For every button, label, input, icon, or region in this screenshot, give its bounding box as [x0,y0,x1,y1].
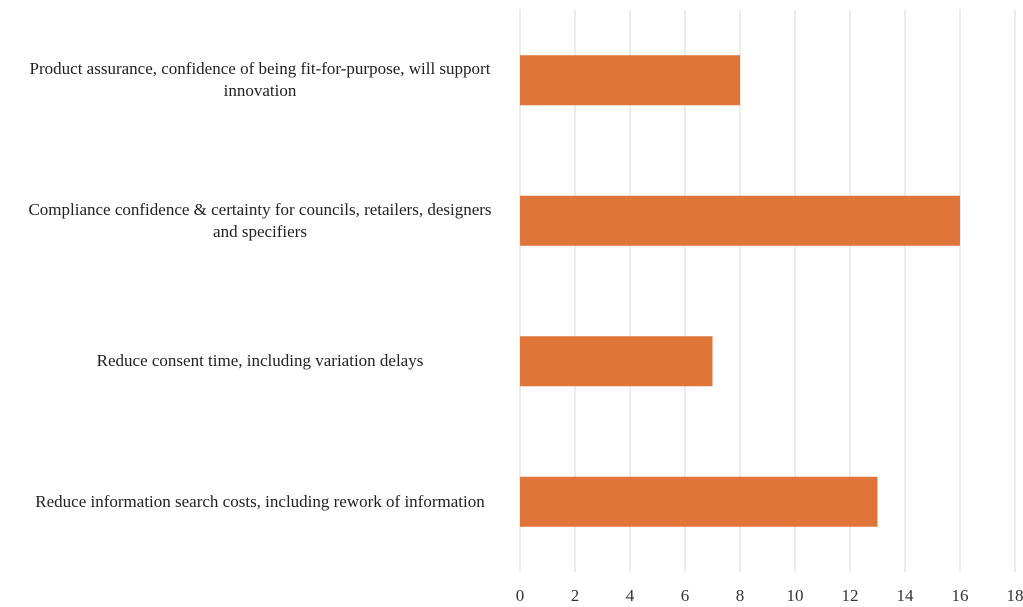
category-label: Reduce consent time, including variation… [96,351,424,371]
category-label: Compliance confidence & certainty for co… [28,199,492,241]
bar [520,55,740,106]
category-label: Product assurance, confidence of being f… [29,59,491,101]
x-tick-label: 10 [787,586,804,605]
bar [520,195,960,246]
x-tick-label: 0 [516,586,525,605]
x-tick-label: 18 [1007,586,1023,605]
x-tick-label: 14 [897,586,915,605]
x-tick-label: 6 [681,586,690,605]
bar [520,336,713,387]
bar [520,476,878,527]
x-tick-label: 8 [736,586,745,605]
category-label: Reduce information search costs, includi… [35,491,485,511]
x-tick-label: 12 [842,586,859,605]
x-tick-label: 4 [626,586,635,605]
x-tick-label: 16 [952,586,969,605]
x-tick-label: 2 [571,586,580,605]
